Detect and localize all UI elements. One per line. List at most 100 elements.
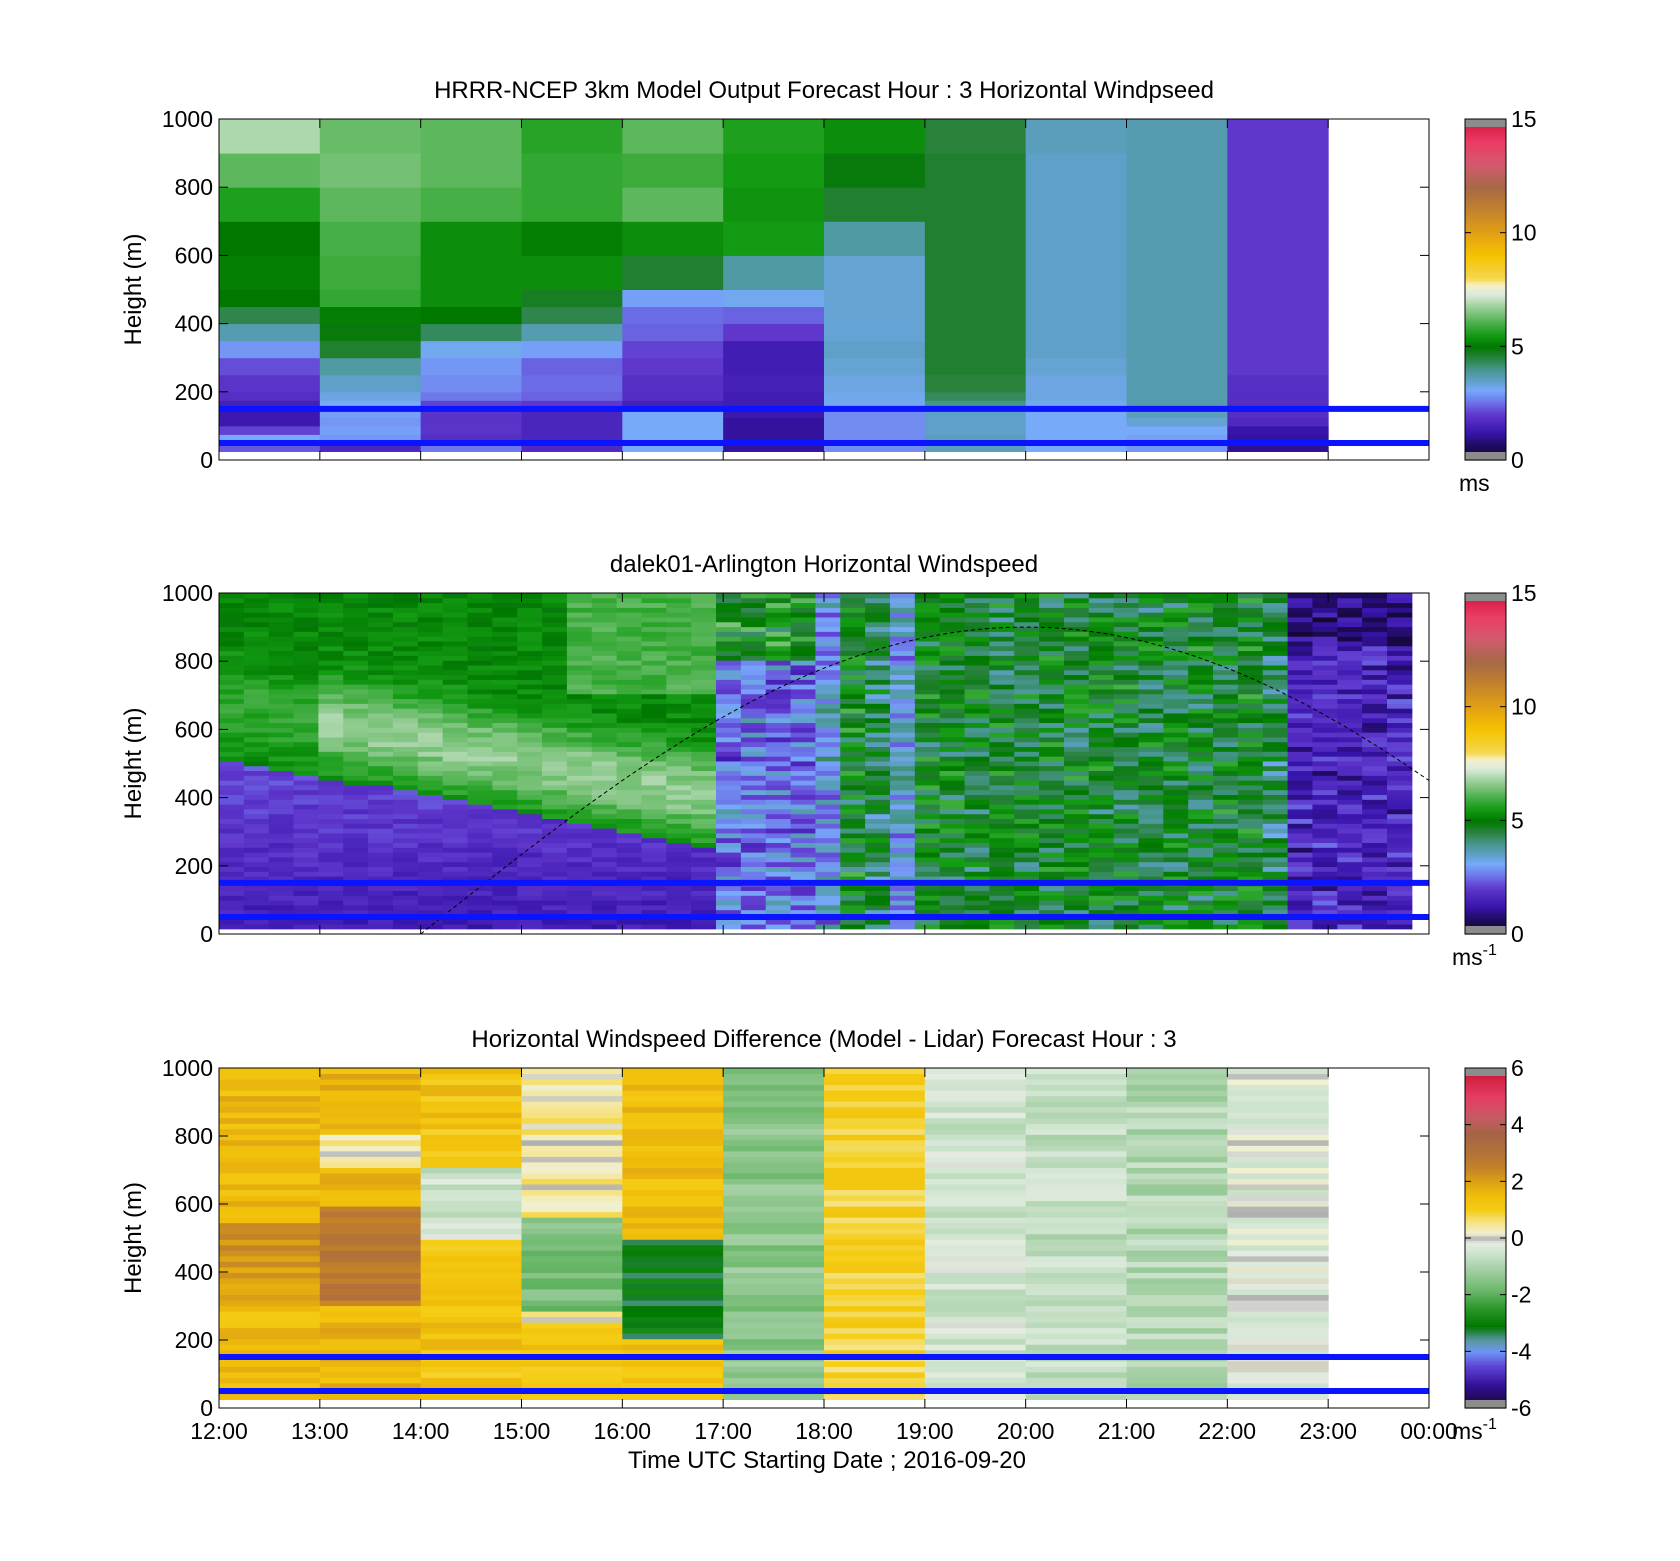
lidar-cell <box>914 861 941 868</box>
lidar-cell <box>989 856 1015 863</box>
colorbar-swatch <box>1465 387 1506 391</box>
lidar-cell <box>591 904 618 911</box>
lidar-cell <box>989 602 1015 608</box>
difference-cell <box>723 1184 825 1191</box>
colorbar-swatch <box>1465 911 1506 915</box>
lidar-cell <box>566 655 593 661</box>
lidar-cell <box>765 593 792 599</box>
colorbar-swatch <box>1465 611 1506 615</box>
lidar-cell <box>790 669 816 676</box>
lidar-cell <box>467 722 493 728</box>
lidar-cell <box>392 631 419 637</box>
lidar-cell <box>740 924 767 930</box>
lidar-cell <box>293 813 319 820</box>
lidar-cell <box>1188 861 1214 868</box>
lidar-cell <box>765 852 792 858</box>
lidar-cell <box>914 650 941 656</box>
colorbar-swatch <box>1465 400 1506 404</box>
lidar-cell <box>964 650 990 656</box>
lidar-cell <box>815 645 841 652</box>
difference-cell <box>1025 1090 1127 1097</box>
lidar-cell <box>1163 770 1189 776</box>
lidar-cell <box>889 789 916 796</box>
model-cell <box>1227 391 1329 401</box>
lidar-cell <box>666 751 692 757</box>
lidar-cell <box>1063 885 1090 891</box>
lidar-cell <box>765 650 792 656</box>
lidar-cell <box>1262 871 1289 877</box>
lidar-cell <box>1188 593 1214 599</box>
lidar-cell <box>740 703 767 709</box>
lidar-cell <box>865 732 891 738</box>
lidar-cell <box>492 698 518 704</box>
lidar-cell <box>1337 708 1363 714</box>
lidar-cell <box>417 876 444 882</box>
lidar-cell <box>840 684 866 690</box>
lidar-cell <box>591 895 618 901</box>
colorbar-swatch <box>1465 827 1506 831</box>
difference-cell <box>420 1167 522 1174</box>
lidar-cell <box>417 837 444 844</box>
x-tick-label: 22:00 <box>1199 1418 1257 1444</box>
lidar-cell <box>865 904 891 911</box>
lidar-cell <box>765 688 792 695</box>
difference-cell <box>723 1117 825 1124</box>
lidar-cell <box>492 789 518 796</box>
lidar-cell <box>1188 852 1214 858</box>
colorbar-swatch <box>1465 212 1506 216</box>
lidar-cell <box>343 703 369 709</box>
difference-cell <box>824 1277 926 1284</box>
colorbar-swatch <box>1465 1392 1506 1395</box>
model-cell <box>219 391 321 401</box>
difference-cell <box>723 1338 825 1345</box>
lidar-cell <box>914 789 941 796</box>
difference-cell <box>319 1189 422 1196</box>
difference-cell <box>219 1261 321 1268</box>
lidar-cell <box>492 895 518 901</box>
lidar-cell <box>542 909 568 915</box>
lidar-cell <box>566 909 593 915</box>
lidar-cell <box>1188 813 1214 820</box>
lidar-cell <box>591 626 618 632</box>
lidar-cell <box>1287 871 1313 877</box>
lidar-cell <box>1138 698 1164 704</box>
lidar-cell <box>1163 736 1189 743</box>
lidar-cell <box>1337 664 1363 671</box>
difference-cell <box>1227 1101 1329 1108</box>
lidar-cell <box>343 593 369 599</box>
model-cell <box>924 323 1027 342</box>
lidar-cell <box>790 823 816 829</box>
colorbar-swatch <box>1465 1360 1506 1364</box>
lidar-cell <box>392 890 419 896</box>
colorbar-tick-label: 0 <box>1511 921 1524 947</box>
lidar-cell <box>417 919 444 925</box>
lidar-cell <box>1138 909 1164 915</box>
lidar-cell <box>865 660 891 666</box>
difference-cell <box>723 1128 825 1135</box>
lidar-cell <box>243 775 270 781</box>
lidar-cell <box>1287 832 1313 839</box>
lidar-cell <box>1163 804 1189 810</box>
lidar-cell <box>765 871 792 877</box>
model-cell <box>420 434 522 444</box>
lidar-cell <box>343 890 369 896</box>
lidar-cell <box>964 655 990 661</box>
lidar-cell <box>815 818 841 824</box>
lidar-cell <box>442 655 469 661</box>
lidar-cell <box>865 703 891 709</box>
difference-cell <box>622 1393 724 1400</box>
lidar-cell <box>1014 660 1040 666</box>
lidar-cell <box>442 871 469 877</box>
lidar-cell <box>1362 602 1388 608</box>
lidar-cell <box>492 645 518 652</box>
lidar-cell <box>1237 736 1264 743</box>
model-cell <box>723 400 825 410</box>
lidar-cell <box>566 751 593 757</box>
lidar-cell <box>840 597 866 604</box>
lidar-cell <box>368 621 394 628</box>
lidar-cell <box>517 693 543 700</box>
difference-cell <box>1025 1117 1127 1124</box>
lidar-cell <box>492 727 518 733</box>
model-cell <box>1227 221 1329 256</box>
difference-cell <box>622 1123 724 1130</box>
